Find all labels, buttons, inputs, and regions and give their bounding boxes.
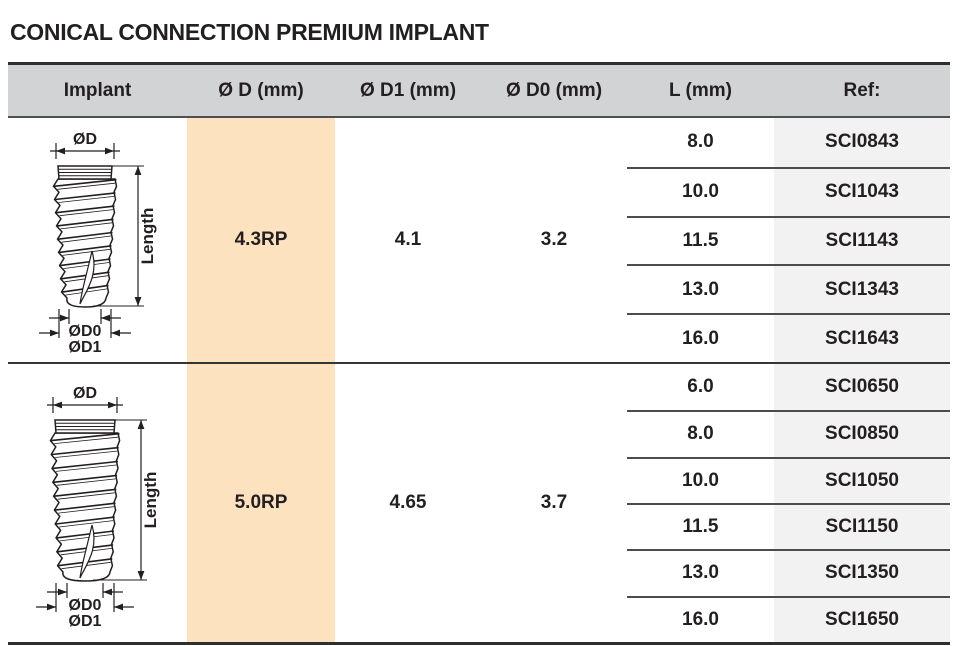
ref-value: SCI1350 xyxy=(774,551,950,596)
implant-group-50rp: ØD Length ØD0 ØD1 5.0RP 4.65 3.7 6.0 SCI065… xyxy=(8,364,950,642)
ref-value: SCI1043 xyxy=(774,168,950,216)
table-row: 6.0 SCI0650 xyxy=(627,364,950,411)
dim-label-d: ØD xyxy=(73,385,97,402)
dim-label-d0: ØD0 xyxy=(68,597,101,614)
length-value: 16.0 xyxy=(682,327,719,349)
ref-value: SCI0850 xyxy=(774,412,950,457)
length-value: 6.0 xyxy=(687,376,714,398)
dim-label-d: ØD xyxy=(73,131,97,148)
header-length: L (mm) xyxy=(669,79,732,101)
table-row: 13.0 SCI1350 xyxy=(627,549,950,596)
dim-label-length: Length xyxy=(141,472,160,529)
header-ref: Ref: xyxy=(843,79,881,101)
implant-spec-table: Implant Ø D (mm) Ø D1 (mm) Ø D0 (mm) L (… xyxy=(8,62,950,645)
length-value: 11.5 xyxy=(682,229,719,251)
dim-label-length: Length xyxy=(138,208,157,265)
ref-value: SCI1050 xyxy=(774,458,950,503)
diameter-d0-value: 3.7 xyxy=(540,492,568,513)
table-row: 11.5 SCI1150 xyxy=(627,502,950,550)
header-diameter-d: Ø D (mm) xyxy=(218,79,304,101)
table-row: 10.0 SCI1043 xyxy=(627,166,950,216)
dim-label-d0: ØD0 xyxy=(68,323,101,340)
table-header-row: Implant Ø D (mm) Ø D1 (mm) Ø D0 (mm) L (… xyxy=(8,65,950,118)
length-value: 8.0 xyxy=(687,423,714,445)
diameter-d1-value: 4.1 xyxy=(394,229,422,250)
diameter-d-value: 4.3RP xyxy=(187,118,335,362)
implant-diagram-cell: ØD Length ØD0 ØD1 xyxy=(8,364,187,642)
ref-value: SCI1643 xyxy=(774,315,950,362)
length-value: 13.0 xyxy=(682,278,719,300)
ref-value: SCI1343 xyxy=(774,266,950,314)
table-row: 16.0 SCI1643 xyxy=(627,313,950,362)
length-value: 8.0 xyxy=(687,131,714,153)
length-ref-rows: 6.0 SCI0650 8.0 SCI0850 10.0 SCI1050 11.… xyxy=(627,364,950,642)
implant-group-43rp: ØD Length ØD0 ØD1 4.3RP 4.1 3.2 8.0 SCI0843… xyxy=(8,118,950,364)
diameter-d-value: 5.0RP xyxy=(187,364,335,642)
ref-value: SCI1650 xyxy=(774,597,950,642)
table-row: 11.5 SCI1143 xyxy=(627,215,950,265)
dim-label-d1: ØD1 xyxy=(68,339,101,356)
ref-value: SCI0843 xyxy=(774,118,950,167)
page-title: CONICAL CONNECTION PREMIUM IMPLANT xyxy=(10,19,489,45)
table-row: 16.0 SCI1650 xyxy=(627,595,950,642)
table-row: 10.0 SCI1050 xyxy=(627,456,950,503)
header-diameter-d0: Ø D0 (mm) xyxy=(505,79,603,101)
length-value: 13.0 xyxy=(682,562,719,584)
ref-value: SCI0650 xyxy=(774,364,950,411)
dim-label-d1: ØD1 xyxy=(68,613,101,630)
table-row: 13.0 SCI1343 xyxy=(627,264,950,314)
ref-value: SCI1150 xyxy=(774,504,950,550)
length-value: 10.0 xyxy=(682,469,719,491)
length-ref-rows: 8.0 SCI0843 10.0 SCI1043 11.5 SCI1143 13… xyxy=(627,118,950,362)
implant-diagram-cell: ØD Length ØD0 ØD1 xyxy=(8,118,187,362)
diameter-d0-value: 3.2 xyxy=(540,229,568,250)
ref-value: SCI1143 xyxy=(774,217,950,265)
length-value: 10.0 xyxy=(682,181,719,203)
header-diameter-d1: Ø D1 (mm) xyxy=(359,79,457,101)
diameter-d1-value: 4.65 xyxy=(389,492,427,513)
length-value: 11.5 xyxy=(682,516,719,538)
table-row: 8.0 SCI0843 xyxy=(627,118,950,167)
header-implant: Implant xyxy=(63,79,132,101)
table-row: 8.0 SCI0850 xyxy=(627,410,950,457)
length-value: 16.0 xyxy=(682,608,719,630)
